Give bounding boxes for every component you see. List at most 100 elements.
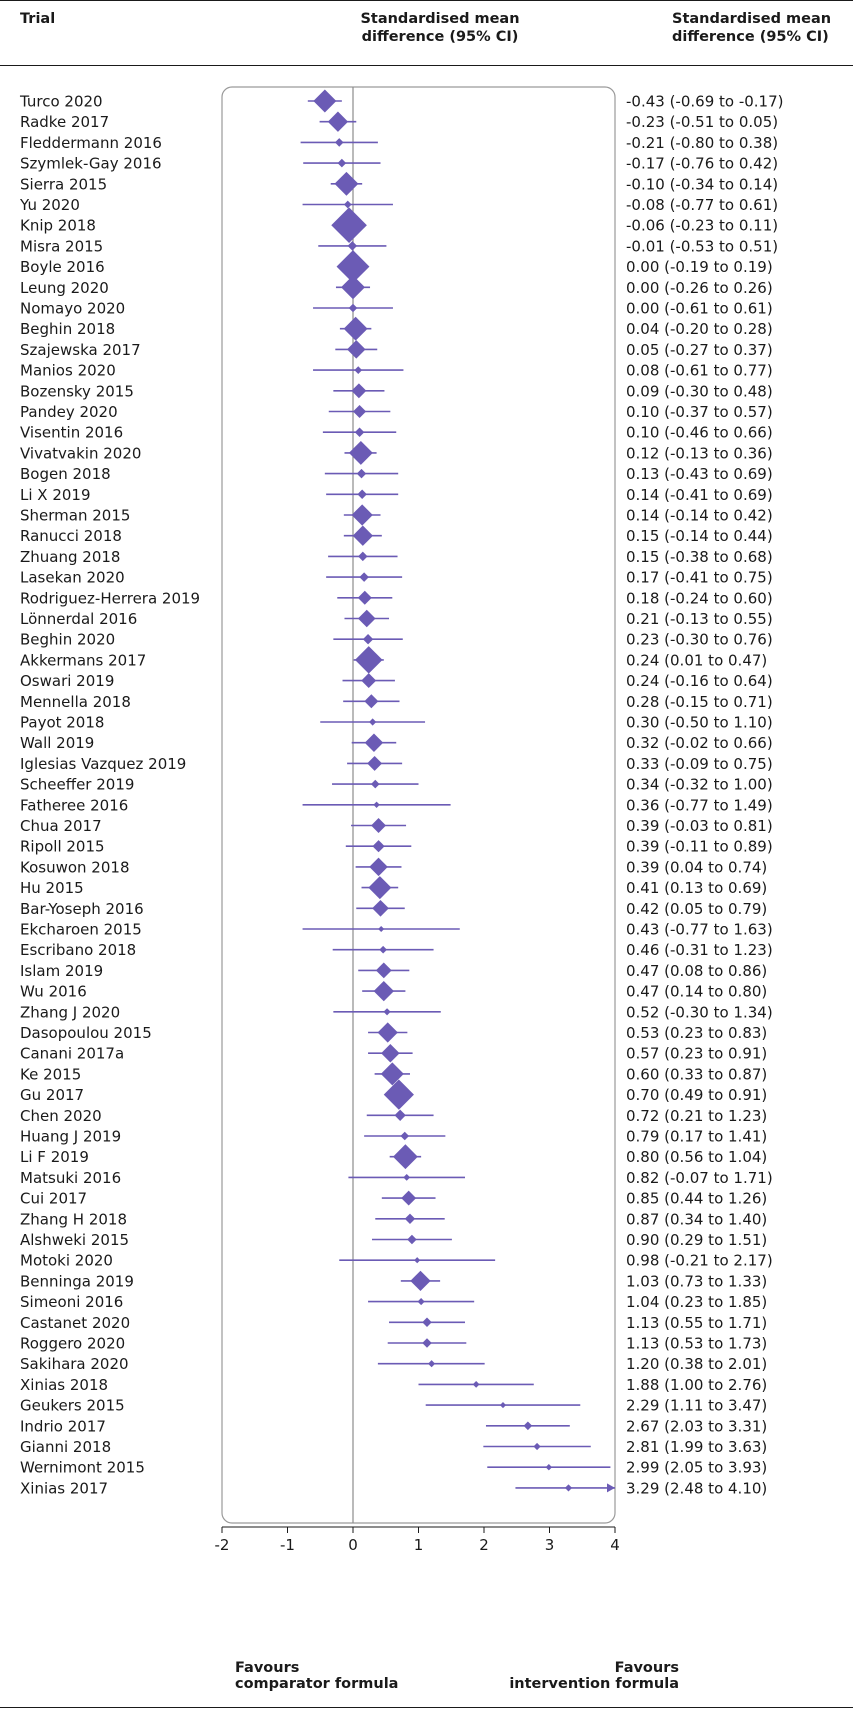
ci-text-59: 1.04 (0.23 to 1.85) xyxy=(626,1293,767,1311)
ci-text-32: 0.32 (-0.02 to 0.66) xyxy=(626,734,773,752)
point-estimate-41 xyxy=(378,925,385,933)
study-label-8: Misra 2015 xyxy=(20,237,103,255)
point-estimate-55 xyxy=(404,1213,416,1224)
study-label-31: Payot 2018 xyxy=(20,714,104,732)
study-label-48: Ke 2015 xyxy=(20,1065,81,1083)
ci-text-42: 0.46 (-0.31 to 1.23) xyxy=(626,941,773,959)
study-label-9: Boyle 2016 xyxy=(20,258,105,276)
ci-text-4: -0.17 (-0.76 to 0.42) xyxy=(626,155,778,173)
point-estimate-59 xyxy=(417,1298,425,1306)
ci-text-33: 0.33 (-0.09 to 0.75) xyxy=(626,755,773,773)
point-estimate-26 xyxy=(357,609,376,628)
point-estimate-57 xyxy=(414,1257,421,1264)
point-estimate-33 xyxy=(367,755,383,771)
point-estimate-5 xyxy=(334,171,359,196)
point-estimate-36 xyxy=(371,818,386,833)
study-label-5: Sierra 2015 xyxy=(20,175,107,193)
point-estimate-48 xyxy=(380,1062,404,1086)
point-estimate-32 xyxy=(364,733,384,752)
favours-comparator-label: Favours comparator formula xyxy=(235,1660,398,1692)
ci-text-37: 0.39 (-0.11 to 0.89) xyxy=(626,838,773,856)
ci-text-50: 0.72 (0.21 to 1.23) xyxy=(626,1107,767,1125)
ci-text-52: 0.80 (0.56 to 1.04) xyxy=(626,1148,767,1166)
ci-text-25: 0.18 (-0.24 to 0.60) xyxy=(626,589,773,607)
point-estimate-42 xyxy=(379,945,387,954)
ci-text-44: 0.47 (0.14 to 0.80) xyxy=(626,983,767,1001)
x-tick-label-5: 2 xyxy=(479,1536,489,1554)
study-label-39: Hu 2015 xyxy=(20,879,84,897)
ci-text-43: 0.47 (0.08 to 0.86) xyxy=(626,962,767,980)
study-label-52: Li F 2019 xyxy=(20,1148,89,1166)
point-estimate-11 xyxy=(348,303,358,313)
point-estimate-17 xyxy=(354,427,365,437)
ci-text-30: 0.28 (-0.15 to 0.71) xyxy=(626,693,773,711)
study-label-65: Indrio 2017 xyxy=(20,1417,106,1435)
point-estimate-47 xyxy=(381,1043,400,1063)
study-label-32: Wall 2019 xyxy=(20,734,94,752)
x-tick-label-1: -2 xyxy=(215,1536,230,1554)
study-label-12: Beghin 2018 xyxy=(20,320,115,338)
point-estimate-28 xyxy=(354,646,383,674)
study-label-11: Nomayo 2020 xyxy=(20,300,125,318)
study-label-45: Zhang J 2020 xyxy=(20,1003,120,1021)
point-estimate-6 xyxy=(343,200,352,209)
study-label-64: Geukers 2015 xyxy=(20,1397,125,1415)
study-label-19: Bogen 2018 xyxy=(20,465,111,483)
ci-text-5: -0.10 (-0.34 to 0.14) xyxy=(626,175,778,193)
point-estimate-10 xyxy=(341,275,365,300)
study-label-7: Knip 2018 xyxy=(20,217,96,235)
study-label-26: Lönnerdal 2016 xyxy=(20,610,137,628)
point-estimate-35 xyxy=(373,801,380,809)
x-tick-label-6: 3 xyxy=(545,1536,555,1554)
point-estimate-65 xyxy=(523,1421,533,1431)
ci-text-8: -0.01 (-0.53 to 0.51) xyxy=(626,237,778,255)
ci-text-62: 1.20 (0.38 to 2.01) xyxy=(626,1355,767,1373)
ci-text-11: 0.00 (-0.61 to 0.61) xyxy=(626,300,773,318)
study-label-14: Manios 2020 xyxy=(20,362,116,380)
ci-header-line1: Standardised mean xyxy=(672,11,832,27)
study-label-10: Leung 2020 xyxy=(20,279,109,297)
point-estimate-18 xyxy=(348,440,373,465)
study-label-15: Bozensky 2015 xyxy=(20,382,134,400)
study-label-62: Sakihara 2020 xyxy=(20,1355,129,1373)
study-label-30: Mennella 2018 xyxy=(20,693,131,711)
point-estimate-44 xyxy=(373,980,394,1002)
ci-arrow-68 xyxy=(607,1483,615,1493)
point-estimate-62 xyxy=(428,1360,436,1368)
point-estimate-39 xyxy=(368,876,392,900)
ci-text-24: 0.17 (-0.41 to 0.75) xyxy=(626,569,773,587)
point-estimate-37 xyxy=(372,840,385,853)
ci-text-19: 0.13 (-0.43 to 0.69) xyxy=(626,465,773,483)
ci-text-51: 0.79 (0.17 to 1.41) xyxy=(626,1128,767,1146)
point-estimate-25 xyxy=(357,590,372,605)
point-estimate-68 xyxy=(564,1484,573,1492)
study-label-23: Zhuang 2018 xyxy=(20,548,120,566)
point-estimate-12 xyxy=(343,316,368,341)
favours-intervention-line1: Favours xyxy=(614,1660,679,1676)
ci-text-17: 0.10 (-0.46 to 0.66) xyxy=(626,424,773,442)
ci-text-64: 2.29 (1.11 to 3.47) xyxy=(626,1397,767,1415)
study-label-2: Radke 2017 xyxy=(20,113,109,131)
study-label-46: Dasopoulou 2015 xyxy=(20,1024,152,1042)
study-label-55: Zhang H 2018 xyxy=(20,1210,127,1228)
study-label-41: Ekcharoen 2015 xyxy=(20,921,142,939)
ci-text-27: 0.23 (-0.30 to 0.76) xyxy=(626,631,773,649)
study-label-56: Alshweki 2015 xyxy=(20,1231,129,1249)
point-estimate-27 xyxy=(362,634,374,645)
favours-intervention-label: Favours intervention formula xyxy=(480,1660,679,1692)
ci-text-58: 1.03 (0.73 to 1.33) xyxy=(626,1272,767,1290)
point-estimate-24 xyxy=(359,572,369,582)
favours-comparator-line1: Favours xyxy=(235,1660,300,1676)
point-estimate-8 xyxy=(347,241,358,251)
ci-text-40: 0.42 (0.05 to 0.79) xyxy=(626,900,767,918)
ci-column-header: Standardised mean difference (95% CI) xyxy=(672,10,831,46)
point-estimate-20 xyxy=(357,489,367,500)
ci-text-31: 0.30 (-0.50 to 1.10) xyxy=(626,714,773,732)
ci-text-38: 0.39 (0.04 to 0.74) xyxy=(626,858,767,876)
study-label-60: Castanet 2020 xyxy=(20,1314,130,1332)
point-estimate-7 xyxy=(331,207,367,243)
point-estimate-19 xyxy=(356,468,367,479)
study-label-24: Lasekan 2020 xyxy=(20,569,125,587)
point-estimate-21 xyxy=(351,504,373,526)
